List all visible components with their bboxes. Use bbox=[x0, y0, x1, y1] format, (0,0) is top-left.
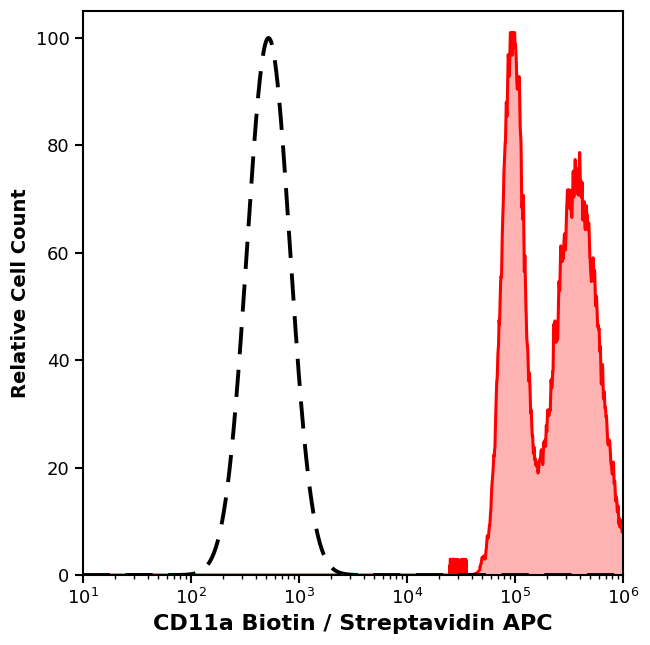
X-axis label: CD11a Biotin / Streptavidin APC: CD11a Biotin / Streptavidin APC bbox=[153, 614, 552, 634]
Y-axis label: Relative Cell Count: Relative Cell Count bbox=[11, 188, 30, 398]
